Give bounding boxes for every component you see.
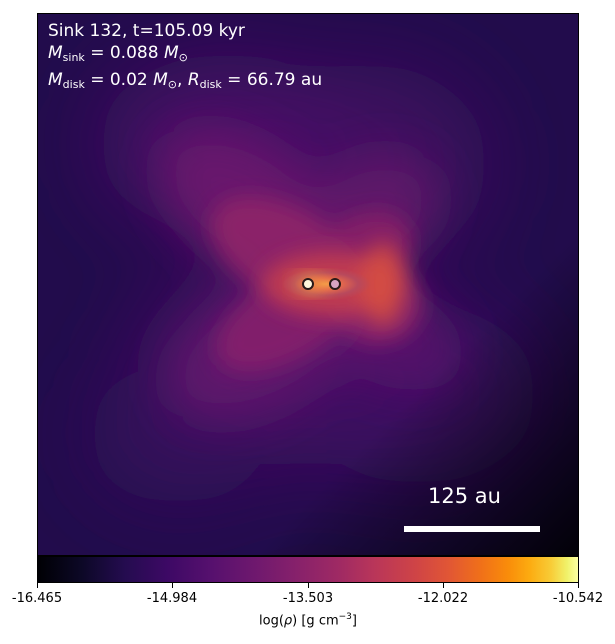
- sink-mass-unit: M: [163, 43, 179, 63]
- disk-mass-value: = 0.02: [84, 70, 154, 90]
- scalebar: [404, 526, 540, 532]
- colorbar-tick-label-4: -12.022: [417, 591, 469, 606]
- sink-mass-value: = 0.088: [84, 43, 164, 63]
- colorbar-tick-5: [578, 583, 579, 588]
- colorbar-tick-2: [172, 583, 173, 588]
- colorbar-label-prefix: log(: [259, 613, 284, 629]
- colorbar: [37, 556, 579, 583]
- density-map: Sink 132, t=105.09 kyr Msink = 0.088 M⊙ …: [37, 13, 579, 556]
- disk-mass-symbol: M: [48, 70, 63, 90]
- disk-radius-symbol: R: [187, 70, 200, 90]
- colorbar-tick-label-3: -13.503: [282, 591, 334, 606]
- colorbar-label-units: ) [g cm: [292, 613, 339, 629]
- colorbar-tick-1: [37, 583, 38, 588]
- sink-mass-symbol: M: [48, 43, 63, 63]
- disk-mass-unit-subscript: ⊙: [167, 78, 178, 91]
- sink-info: Sink 132, t=105.09 kyr Msink = 0.088 M⊙ …: [48, 20, 322, 96]
- colorbar-tick-4: [443, 583, 444, 588]
- scalebar-label: 125 au: [428, 484, 501, 508]
- disk-radius-subscript: disk: [199, 78, 222, 91]
- disk-properties: Mdisk = 0.02 M⊙, Rdisk = 66.79 au: [48, 69, 322, 96]
- sink-title-text: Sink 132, t=105.09 kyr: [48, 21, 245, 41]
- sink-marker-b: [328, 277, 341, 290]
- disk-mass-subscript: disk: [62, 78, 85, 91]
- disk-mass-unit: M: [153, 70, 168, 90]
- separator: ,: [177, 70, 188, 90]
- colorbar-tick-label-5: -10.542: [552, 591, 604, 606]
- colorbar-label-rho: ρ: [283, 613, 293, 629]
- sink-title: Sink 132, t=105.09 kyr: [48, 20, 322, 42]
- colorbar-label-exponent: −3: [338, 612, 352, 622]
- colorbar-tick-3: [308, 583, 309, 588]
- sink-mass-subscript: sink: [62, 51, 85, 64]
- colorbar-tick-label-1: -16.465: [11, 591, 63, 606]
- colorbar-label-suffix: ]: [351, 613, 357, 629]
- disk-radius-value: = 66.79 au: [221, 70, 323, 90]
- sink-mass-unit-subscript: ⊙: [178, 51, 188, 64]
- colorbar-tick-label-2: -14.984: [146, 591, 198, 606]
- sink-mass: Msink = 0.088 M⊙: [48, 42, 322, 69]
- colorbar-label: log(ρ) [g cm−3]: [259, 612, 357, 628]
- sink-marker-a: [301, 277, 314, 290]
